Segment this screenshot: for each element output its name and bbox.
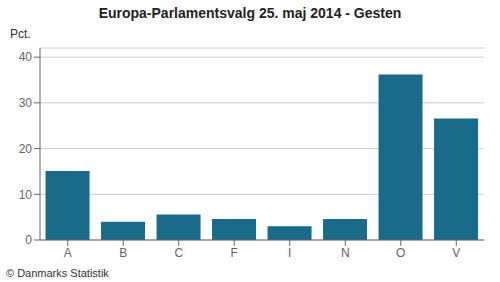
- svg-text:O: O: [396, 246, 405, 260]
- svg-text:F: F: [231, 246, 238, 260]
- svg-text:10: 10: [19, 188, 33, 202]
- svg-text:N: N: [341, 246, 350, 260]
- svg-text:C: C: [174, 246, 183, 260]
- svg-text:30: 30: [19, 96, 33, 110]
- svg-text:20: 20: [19, 142, 33, 156]
- svg-text:V: V: [452, 246, 460, 260]
- svg-text:40: 40: [19, 50, 33, 64]
- html-text:Pct.: Pct.: [10, 27, 31, 41]
- html-text:Europa-Parlamentsvalg 25. maj: Europa-Parlamentsvalg 25. maj 2014 - Ges…: [98, 5, 402, 21]
- svg-text:B: B: [119, 246, 127, 260]
- svg-text:I: I: [288, 246, 291, 260]
- html-text:© Danmarks Statistik: © Danmarks Statistik: [6, 267, 109, 279]
- svg-text:A: A: [64, 246, 72, 260]
- svg-text:0: 0: [25, 233, 32, 247]
